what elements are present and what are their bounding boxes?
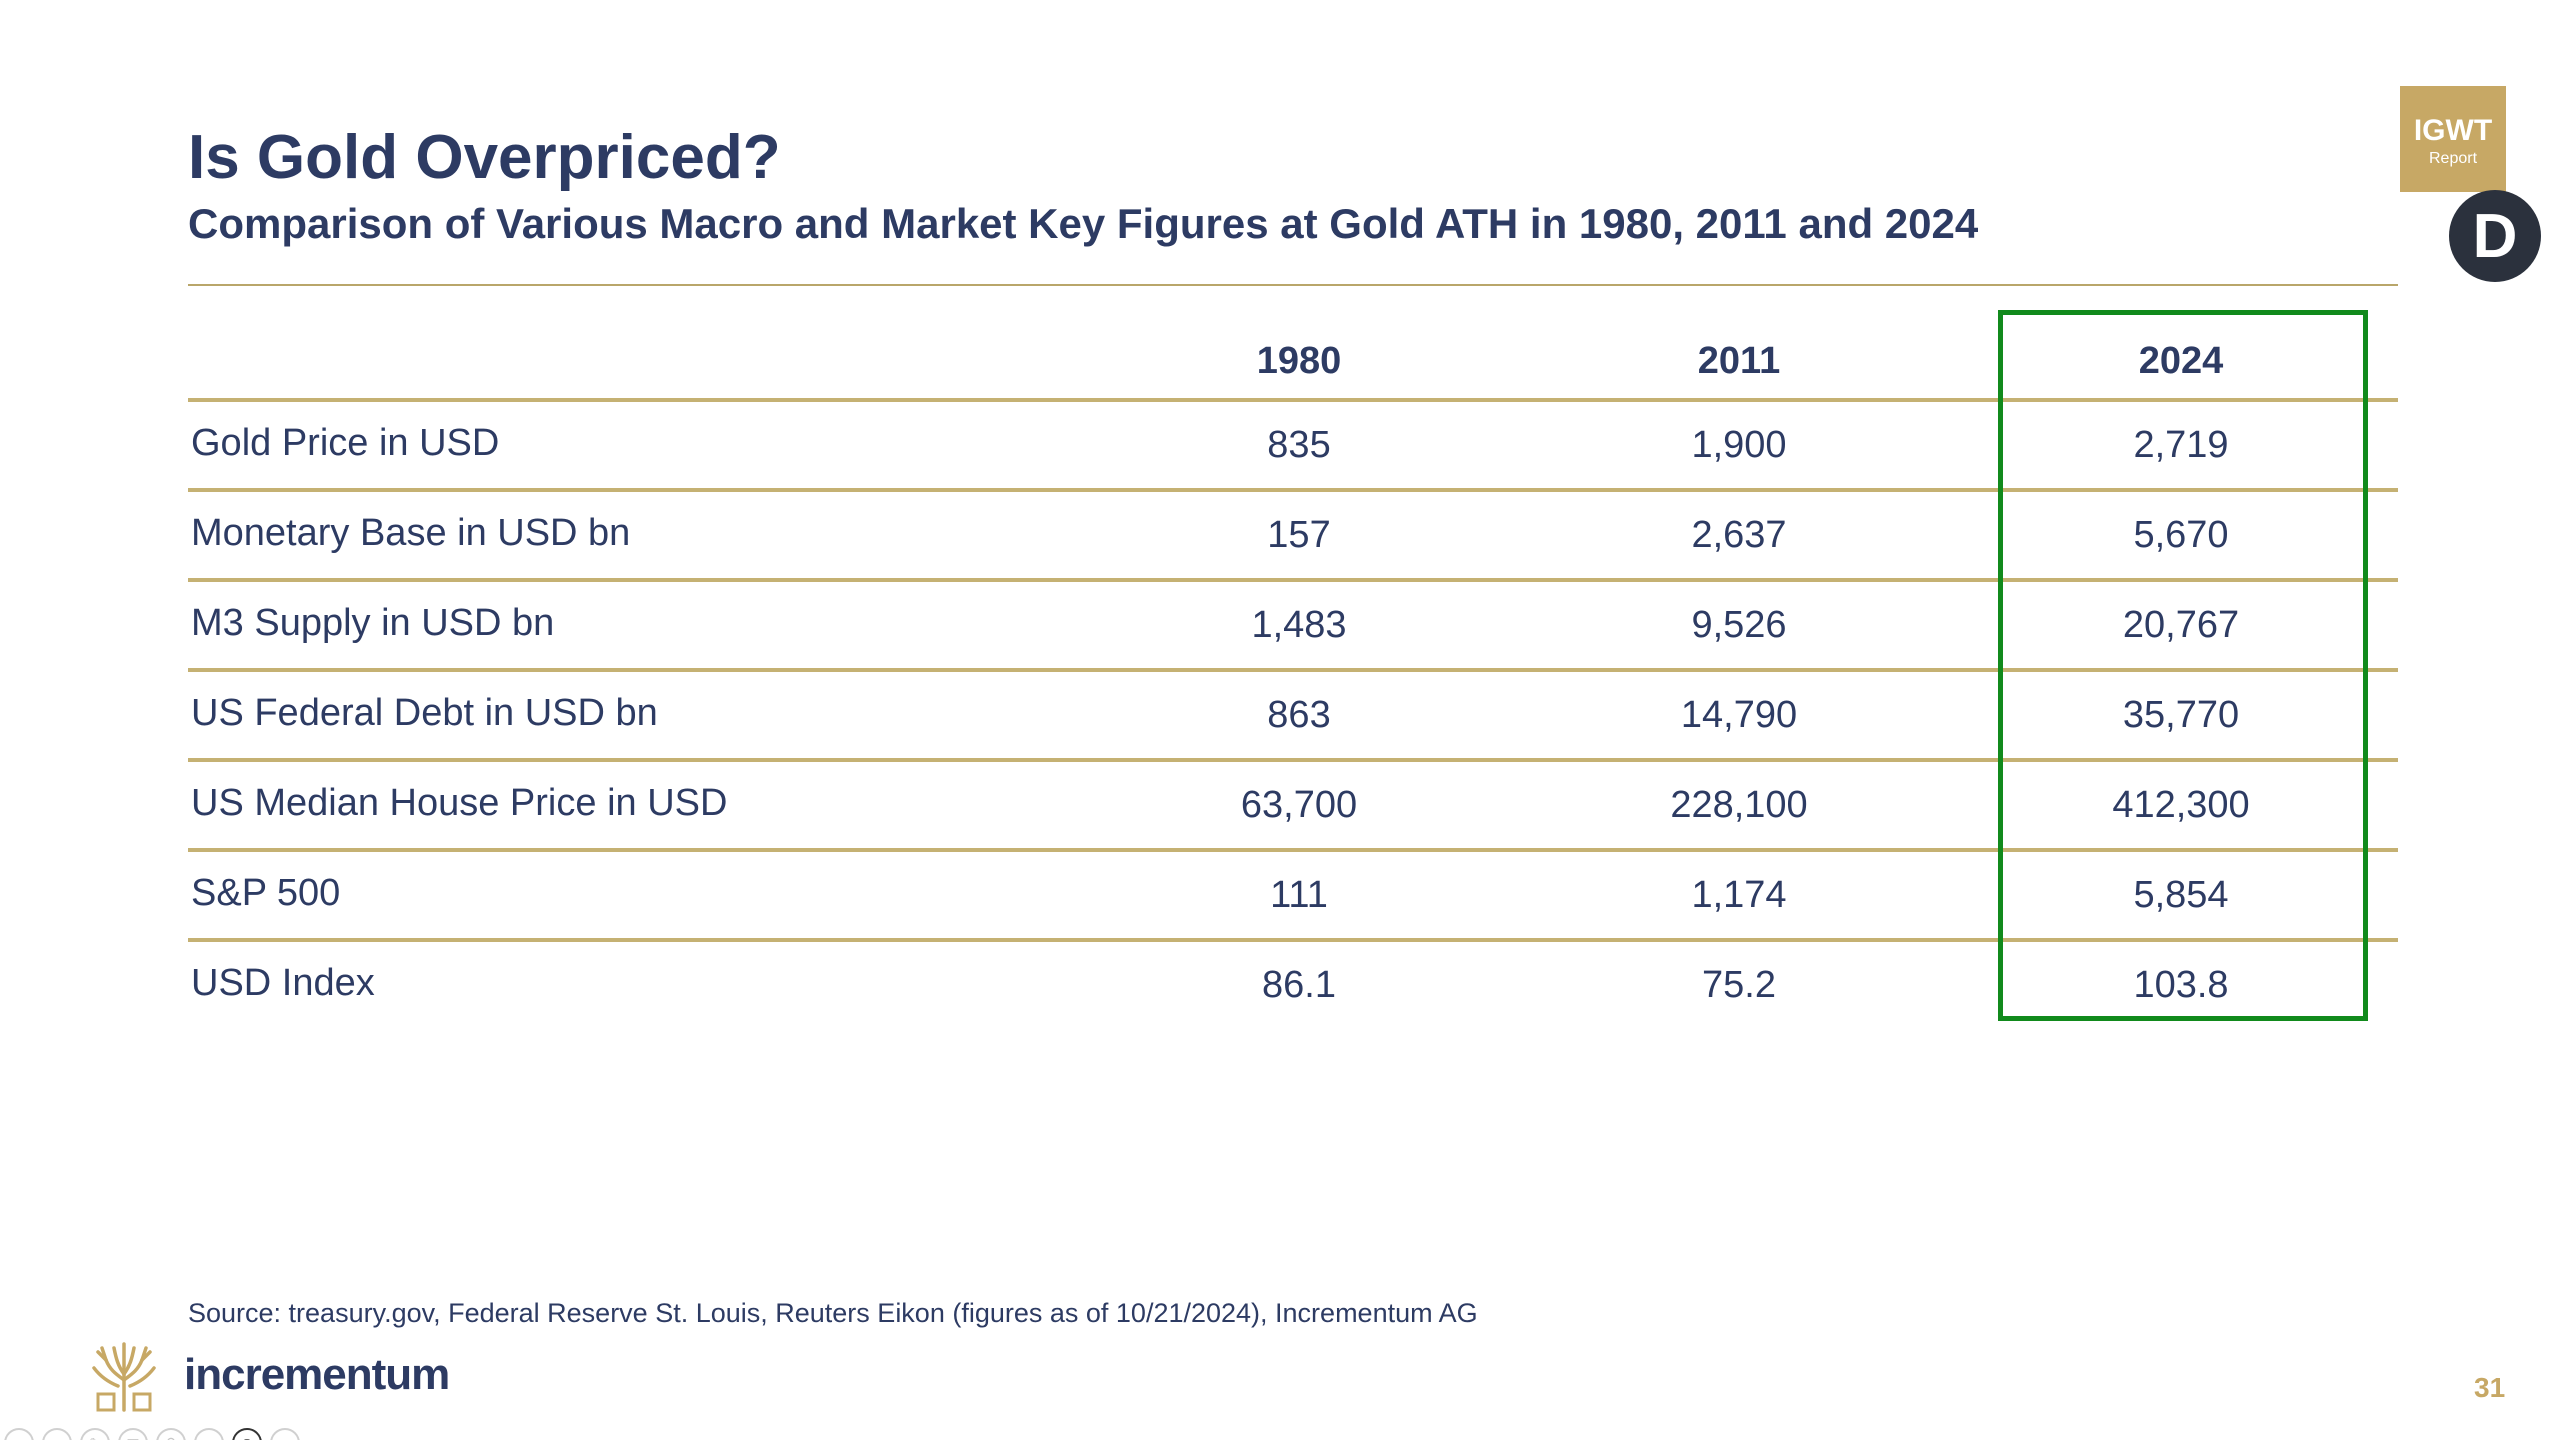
cell-2011: 75.2 <box>1702 964 1776 1006</box>
column-header-1980: 1980 <box>1256 340 1342 382</box>
cell-2024: 35,770 <box>2122 694 2240 736</box>
row-divider <box>188 848 2398 852</box>
page-number: 31 <box>2474 1372 2506 1403</box>
cell-2011: 2,637 <box>1691 514 1787 556</box>
row-label: US Median House Price in USD <box>191 782 728 824</box>
source-note: Source: treasury.gov, Federal Reserve St… <box>188 1298 1478 1328</box>
cell-1980: 863 <box>1267 694 1331 736</box>
camera-icon[interactable]: ◉ <box>232 1428 262 1440</box>
igwt-badge: IGWT Report <box>2400 86 2506 192</box>
cell-2011: 9,526 <box>1691 604 1787 646</box>
cell-2024: 5,670 <box>2133 514 2229 556</box>
row-label: USD Index <box>191 962 375 1004</box>
presentation-toolbar: ‹ › ✎ ▦ ⚲ ▭ ◉ ⋯ <box>4 1428 300 1440</box>
next-slide-icon[interactable]: › <box>42 1428 72 1440</box>
page-subtitle: Comparison of Various Macro and Market K… <box>188 200 1979 247</box>
more-options-icon[interactable]: ⋯ <box>270 1428 300 1440</box>
cell-1980: 63,700 <box>1240 784 1358 826</box>
cell-2024: 412,300 <box>2112 784 2250 826</box>
row-label: S&P 500 <box>191 872 341 914</box>
incrementum-logo-text: incrementum <box>184 1350 450 1399</box>
incrementum-tree-logo-icon <box>92 1342 156 1412</box>
cell-1980: 157 <box>1267 514 1331 556</box>
table-row: M3 Supply in USD bn 1,483 9,526 20,767 <box>188 580 2398 672</box>
row-divider <box>188 938 2398 942</box>
pen-icon[interactable]: ✎ <box>80 1428 110 1440</box>
cell-2024: 2,719 <box>2133 424 2229 466</box>
previous-slide-icon[interactable]: ‹ <box>4 1428 34 1440</box>
cell-2011: 1,900 <box>1691 424 1787 466</box>
cell-1980: 111 <box>1270 874 1328 916</box>
cell-1980: 86.1 <box>1262 964 1336 1006</box>
table-row: US Median House Price in USD 63,700 228,… <box>188 760 2398 852</box>
badge-main-text: IGWT <box>2413 114 2493 147</box>
slides-overview-icon[interactable]: ▦ <box>118 1428 148 1440</box>
row-divider <box>188 668 2398 672</box>
zoom-icon[interactable]: ⚲ <box>156 1428 186 1440</box>
subtitles-icon[interactable]: ▭ <box>194 1428 224 1440</box>
row-label: US Federal Debt in USD bn <box>191 692 658 734</box>
page-title: Is Gold Overpriced? <box>188 123 781 192</box>
column-header-2024: 2024 <box>2138 340 2224 382</box>
title-divider <box>188 284 2398 286</box>
cell-2024: 103.8 <box>2133 964 2229 1006</box>
avatar[interactable]: D <box>2449 190 2541 282</box>
row-label: Gold Price in USD <box>191 422 500 464</box>
row-divider <box>188 758 2398 762</box>
highlight-2024-column <box>1998 310 2368 1021</box>
cell-1980: 1,483 <box>1251 604 1347 646</box>
row-label: M3 Supply in USD bn <box>191 602 555 644</box>
table-row: Gold Price in USD 835 1,900 2,719 <box>188 400 2398 492</box>
cell-2011: 228,100 <box>1670 784 1808 826</box>
table-header-row: 1980 2011 2024 <box>188 310 2398 402</box>
row-divider <box>188 398 2398 402</box>
row-label: Monetary Base in USD bn <box>191 512 631 554</box>
comparison-table: 1980 2011 2024 Gold Price in USD 835 1,9… <box>188 310 2398 1030</box>
cell-2024: 5,854 <box>2133 874 2229 916</box>
row-divider <box>188 578 2398 582</box>
cell-2011: 1,174 <box>1691 874 1787 916</box>
table-row: S&P 500 111 1,174 5,854 <box>188 850 2398 942</box>
badge-sub-text: Report <box>2428 150 2478 167</box>
table-row: US Federal Debt in USD bn 863 14,790 35,… <box>188 670 2398 762</box>
column-header-2011: 2011 <box>1697 340 1781 382</box>
cell-1980: 835 <box>1267 424 1331 466</box>
cell-2024: 20,767 <box>2122 604 2240 646</box>
table-row: USD Index 86.1 75.2 103.8 <box>188 940 2398 1030</box>
table-row: Monetary Base in USD bn 157 2,637 5,670 <box>188 490 2398 582</box>
cell-2011: 14,790 <box>1680 694 1798 736</box>
row-divider <box>188 488 2398 492</box>
